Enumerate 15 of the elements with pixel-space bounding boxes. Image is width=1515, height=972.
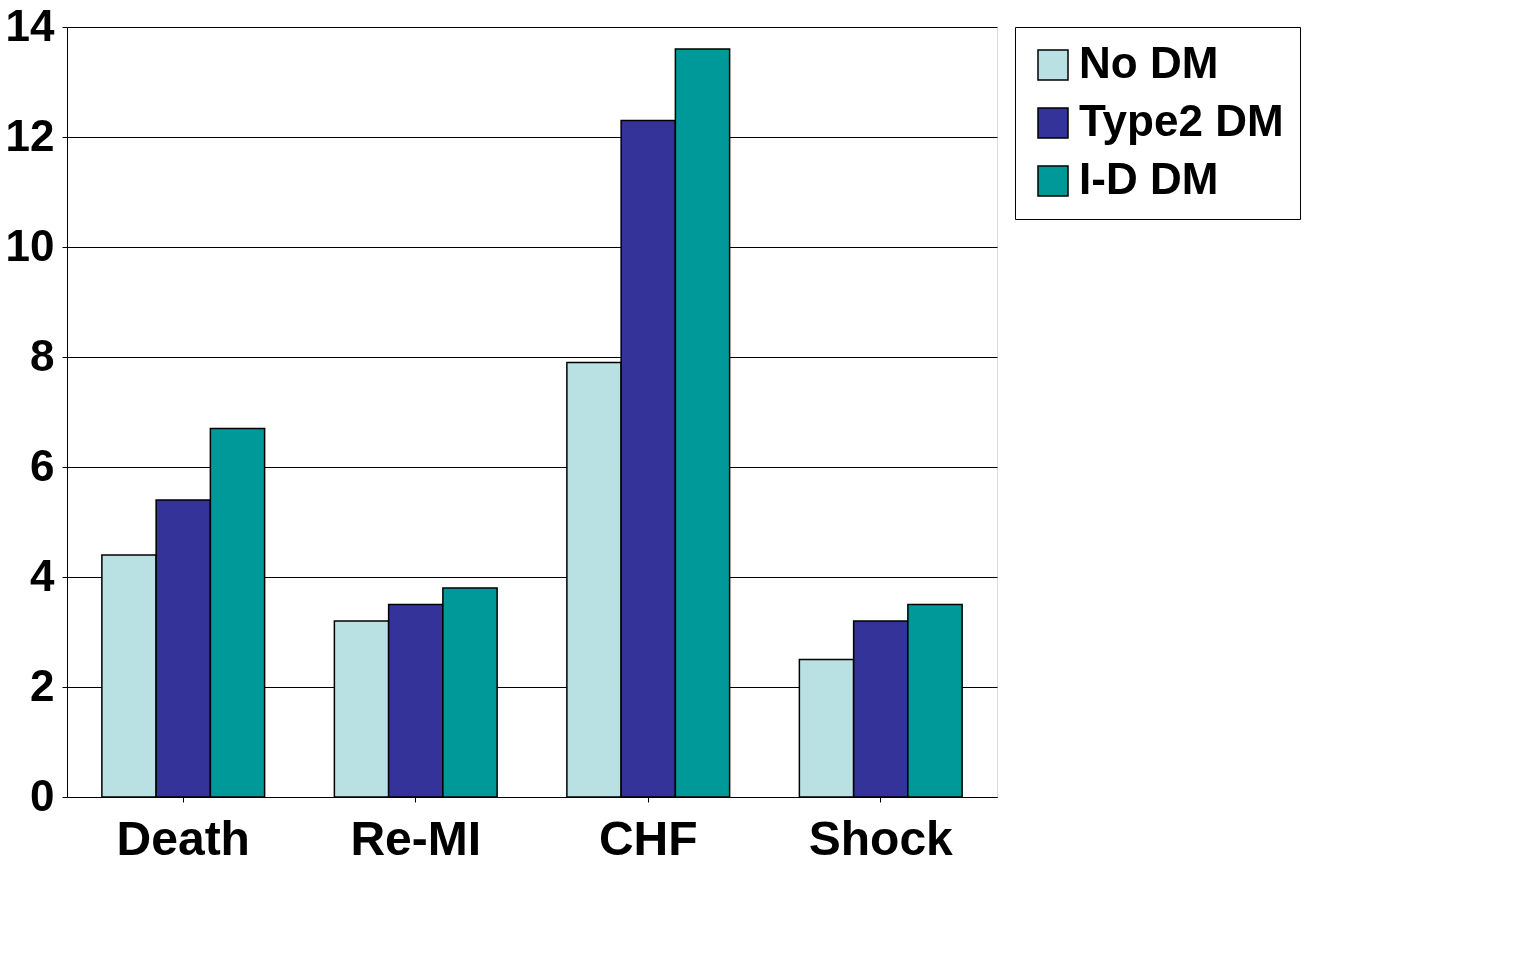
legend-label: Type2 DM: [1079, 96, 1284, 145]
y-tick-label: 6: [30, 440, 55, 490]
y-tick-label: 14: [5, 0, 56, 50]
y-tick-label: 4: [30, 550, 56, 600]
legend-label: I-D DM: [1079, 154, 1219, 203]
x-tick-label: Re-MI: [350, 811, 482, 865]
y-tick-label: 2: [30, 660, 55, 710]
y-tick-label: 0: [30, 770, 55, 820]
x-tick-label: Death: [116, 811, 250, 865]
y-tick-label: 12: [5, 110, 55, 160]
y-tick-label: 8: [30, 330, 55, 380]
x-tick-label: Shock: [808, 811, 954, 865]
y-tick-label: 10: [5, 220, 55, 270]
legend-label: No DM: [1079, 38, 1219, 87]
x-tick-label: CHF: [598, 811, 698, 865]
